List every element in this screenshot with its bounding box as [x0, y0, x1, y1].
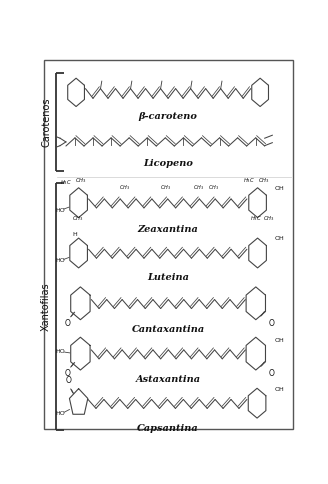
- Text: Carotenos: Carotenos: [41, 97, 51, 147]
- Text: $H_3C$: $H_3C$: [60, 178, 72, 187]
- Text: $CH_3$: $CH_3$: [160, 183, 171, 192]
- Text: O: O: [269, 369, 275, 378]
- Text: $H_3C$: $H_3C$: [250, 214, 262, 224]
- Text: HO: HO: [55, 208, 65, 212]
- Text: $CH_3$: $CH_3$: [208, 183, 219, 192]
- Text: $CH_3$: $CH_3$: [258, 177, 270, 185]
- Text: Capsantina: Capsantina: [137, 424, 199, 433]
- Text: Cantaxantina: Cantaxantina: [132, 325, 205, 333]
- Text: $CH_3$: $CH_3$: [263, 214, 275, 224]
- Text: HO: HO: [55, 411, 65, 416]
- Text: Zeaxantina: Zeaxantina: [138, 225, 198, 234]
- Text: $CH_3$: $CH_3$: [119, 183, 131, 192]
- Text: $H_3C$: $H_3C$: [243, 177, 256, 185]
- Text: $CH_3$: $CH_3$: [193, 183, 204, 192]
- FancyBboxPatch shape: [44, 60, 293, 429]
- Text: Licopeno: Licopeno: [143, 159, 193, 168]
- Text: O: O: [64, 319, 70, 328]
- Text: Luteina: Luteina: [147, 273, 189, 283]
- Text: $CH_3$: $CH_3$: [72, 214, 84, 224]
- Text: $CH_3$: $CH_3$: [75, 177, 87, 185]
- Text: β-caroteno: β-caroteno: [139, 112, 197, 121]
- Text: O: O: [64, 369, 70, 378]
- Text: O: O: [66, 376, 72, 385]
- Text: Xantofilas: Xantofilas: [41, 282, 51, 331]
- Text: OH: OH: [274, 338, 284, 343]
- Text: H: H: [72, 232, 77, 237]
- Text: O: O: [269, 319, 275, 328]
- Text: OH: OH: [274, 236, 284, 242]
- Text: HO: HO: [55, 349, 65, 354]
- Text: HO: HO: [55, 258, 65, 263]
- Text: OH: OH: [274, 387, 284, 392]
- Text: OH: OH: [275, 186, 285, 191]
- Text: Astaxantina: Astaxantina: [135, 375, 201, 384]
